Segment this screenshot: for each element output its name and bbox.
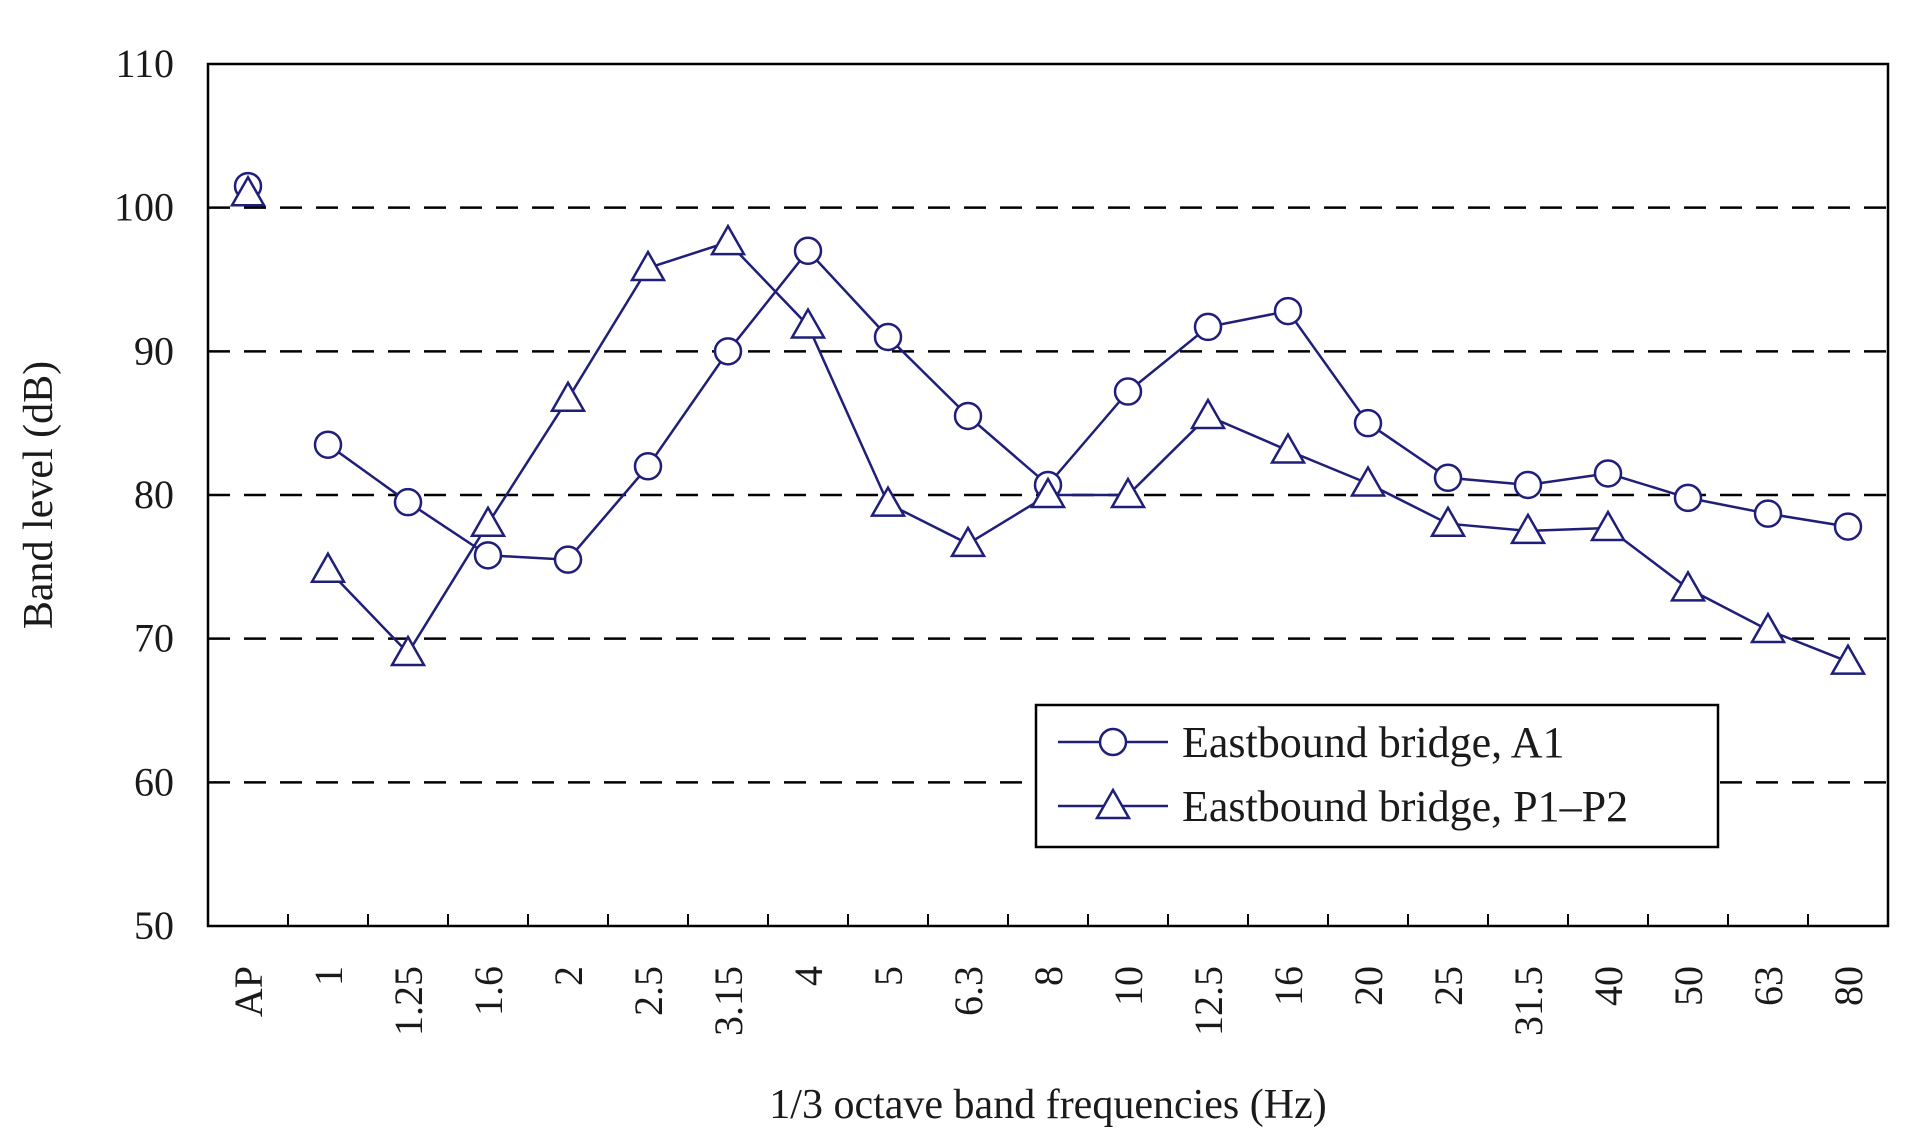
point-triangle bbox=[1429, 505, 1467, 537]
point-triangle bbox=[549, 380, 587, 412]
legend-label-p1p2: Eastbound bridge, P1–P2 bbox=[1182, 782, 1628, 831]
x-tick-label: 31.5 bbox=[1506, 966, 1551, 1036]
x-tick-label: 50 bbox=[1666, 966, 1711, 1006]
point-circle bbox=[313, 430, 343, 459]
x-tick-label: AP bbox=[226, 966, 271, 1017]
point-triangle bbox=[1269, 431, 1307, 464]
x-tick-label: 5 bbox=[866, 966, 911, 986]
x-tick-label: 20 bbox=[1346, 966, 1391, 1006]
point-triangle bbox=[1829, 643, 1867, 675]
point-circle bbox=[1513, 470, 1543, 500]
x-tick-label: 8 bbox=[1026, 966, 1071, 986]
point-circle bbox=[1753, 499, 1783, 528]
legend-marker-triangle bbox=[1094, 787, 1132, 820]
legend-label-a1: Eastbound bridge, A1 bbox=[1182, 718, 1565, 767]
point-triangle bbox=[1029, 476, 1067, 509]
y-tick-label: 100 bbox=[114, 185, 174, 230]
y-tick-label: 80 bbox=[134, 472, 174, 517]
x-tick-label: 6.3 bbox=[946, 966, 991, 1016]
point-circle bbox=[393, 487, 423, 517]
point-circle bbox=[553, 545, 583, 574]
legend: Eastbound bridge, A1 Eastbound bridge, P… bbox=[1034, 703, 1720, 849]
point-circle bbox=[1833, 512, 1863, 541]
x-tick-label: 4 bbox=[786, 966, 831, 986]
point-circle bbox=[1433, 463, 1463, 493]
x-tick-label: 12.5 bbox=[1186, 966, 1231, 1036]
point-triangle bbox=[1669, 569, 1707, 602]
point-circle bbox=[1353, 408, 1383, 438]
point-circle bbox=[473, 541, 503, 570]
x-tick-label: 25 bbox=[1426, 966, 1471, 1006]
point-triangle bbox=[389, 634, 427, 667]
series-line-1 bbox=[327, 240, 1849, 663]
x-tick-label: 40 bbox=[1586, 966, 1631, 1006]
y-axis-ticks: 50 60 70 80 90 100 110 bbox=[114, 41, 174, 948]
x-tick-label: 1 bbox=[306, 966, 351, 986]
point-circle bbox=[1193, 312, 1223, 342]
x-tick-label: 1.6 bbox=[466, 966, 511, 1016]
point-triangle bbox=[949, 525, 987, 558]
x-tick-label: 10 bbox=[1106, 966, 1151, 1006]
legend-box bbox=[1034, 703, 1720, 849]
point-triangle bbox=[1349, 464, 1387, 497]
point-circle bbox=[713, 337, 743, 366]
y-axis-title: Band level (dB) bbox=[16, 361, 62, 629]
point-circle bbox=[1673, 483, 1703, 513]
y-tick-label: 90 bbox=[134, 328, 174, 373]
point-triangle bbox=[1749, 611, 1787, 644]
point-triangle bbox=[309, 551, 347, 583]
point-circle bbox=[1273, 296, 1303, 326]
point-circle bbox=[1113, 377, 1143, 406]
point-triangle bbox=[629, 249, 667, 282]
point-triangle bbox=[1509, 512, 1547, 545]
point-triangle bbox=[1109, 476, 1147, 509]
x-axis-title: 1/3 octave band frequencies (Hz) bbox=[769, 1082, 1326, 1128]
point-circle bbox=[633, 452, 663, 481]
point-triangle bbox=[709, 223, 747, 256]
point-triangle bbox=[1589, 509, 1627, 542]
x-tick-label: 3.15 bbox=[706, 966, 751, 1036]
x-tick-label: 1.25 bbox=[386, 966, 431, 1036]
y-tick-label: 110 bbox=[115, 41, 174, 86]
series-group bbox=[229, 171, 1867, 675]
x-axis-ticks: AP 1 1.25 1.6 2 2.5 3.15 4 5 6.3 8 10 12.5 16 20 25 31.5… bbox=[226, 914, 1871, 1036]
point-circle bbox=[793, 236, 823, 266]
x-tick-label: 2.5 bbox=[626, 966, 671, 1016]
point-triangle bbox=[789, 306, 827, 339]
y-tick-label: 70 bbox=[134, 616, 174, 661]
x-tick-label: 63 bbox=[1746, 966, 1791, 1006]
point-circle bbox=[1593, 459, 1623, 488]
point-triangle bbox=[469, 505, 507, 537]
y-tick-label: 50 bbox=[134, 903, 174, 948]
x-tick-label: 2 bbox=[546, 966, 591, 986]
x-tick-label: 16 bbox=[1266, 966, 1311, 1006]
point-triangle bbox=[1189, 397, 1227, 430]
point-circle bbox=[873, 322, 903, 352]
point-triangle bbox=[229, 174, 267, 207]
point-circle bbox=[953, 401, 983, 431]
x-tick-label: 80 bbox=[1826, 966, 1871, 1006]
legend-marker-circle bbox=[1098, 727, 1128, 757]
point-triangle bbox=[869, 485, 907, 517]
y-tick-label: 60 bbox=[134, 759, 174, 804]
